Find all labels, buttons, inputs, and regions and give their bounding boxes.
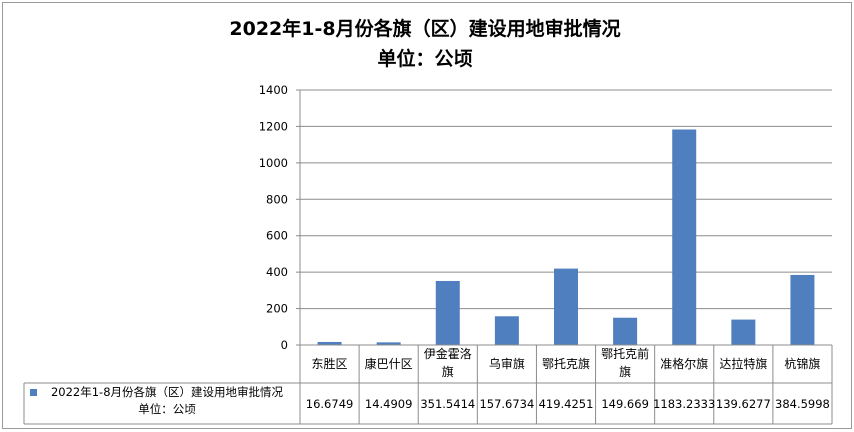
category-label: 鄂托克旗 [542, 356, 590, 371]
category-label: 准格尔旗 [660, 356, 708, 371]
data-label: 139.6277 [716, 397, 771, 411]
bar-3 [435, 280, 460, 345]
category-label: 达拉特旗 [719, 356, 767, 371]
bar-5 [554, 268, 578, 345]
y-tick-label: 1200 [259, 119, 288, 133]
legend-label-line: 2022年1-8月份各旗（区）建设用地审批情况 [50, 385, 284, 399]
data-label: 419.4251 [539, 397, 594, 411]
category-label: 东胜区 [312, 356, 348, 371]
data-label: 16.6749 [306, 397, 354, 411]
bar-2 [376, 342, 401, 345]
y-tick-label: 1400 [259, 83, 288, 97]
bar-4 [494, 316, 519, 345]
bar-6 [613, 317, 638, 345]
y-tick-label: 600 [266, 229, 288, 243]
y-tick-label: 0 [281, 338, 288, 352]
category-label: 旗 [619, 364, 631, 379]
category-label: 旗 [442, 364, 454, 379]
bar-7 [672, 129, 697, 345]
y-tick-label: 400 [266, 265, 288, 279]
data-label: 157.6734 [479, 397, 534, 411]
category-label: 康巴什区 [365, 356, 413, 371]
y-tick-label: 200 [266, 302, 288, 316]
category-label: 鄂托克前 [601, 346, 649, 361]
y-tick-label: 1000 [259, 156, 288, 170]
category-label: 杭锦旗 [784, 356, 820, 371]
data-label: 1183.2333 [653, 397, 715, 411]
chart-title: 2022年1-8月份各旗（区）建设用地审批情况 [229, 18, 621, 40]
legend-label: 2022年1-8月份各旗（区）建设用地审批情况 单位：公顷 [36, 384, 298, 418]
category-label: 伊金霍洛 [424, 346, 472, 361]
data-label: 351.5414 [420, 397, 475, 411]
bar-9 [790, 274, 815, 345]
bar-1 [317, 341, 342, 345]
chart-subtitle: 单位：公顷 [377, 48, 473, 70]
legend-label-line: 单位：公顷 [138, 402, 196, 416]
legend-swatch [30, 389, 37, 396]
category-label: 乌审旗 [489, 356, 525, 371]
data-label: 14.4909 [365, 397, 413, 411]
data-label: 384.5998 [775, 397, 830, 411]
y-tick-label: 800 [266, 192, 288, 206]
data-label: 149.669 [601, 397, 649, 411]
bar-8 [731, 319, 756, 345]
